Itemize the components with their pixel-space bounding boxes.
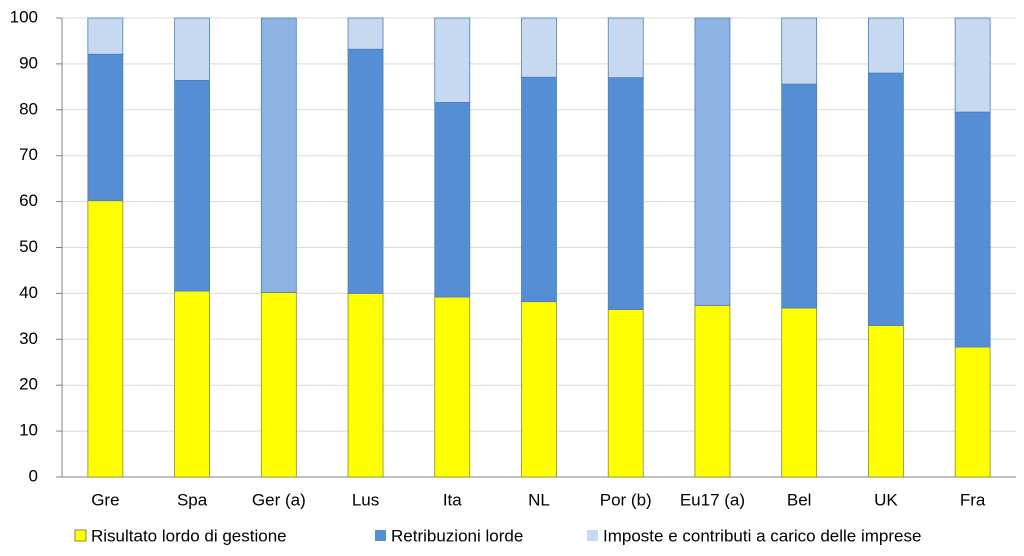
bar-segment bbox=[434, 102, 471, 298]
x-tick-label: Bel bbox=[787, 490, 812, 509]
x-tick-label: Ger (a) bbox=[252, 490, 306, 509]
legend-label: Risultato lordo di gestione bbox=[91, 526, 287, 545]
x-tick-label: NL bbox=[528, 490, 550, 509]
x-tick-label: Spa bbox=[177, 490, 208, 509]
legend-swatch bbox=[375, 530, 386, 541]
bar-segment bbox=[954, 111, 991, 348]
bar-segment bbox=[347, 17, 384, 50]
bar-segment bbox=[694, 17, 731, 306]
bar-segment bbox=[781, 307, 818, 478]
bar-segment bbox=[87, 200, 124, 478]
legend-label: Retribuzioni lorde bbox=[391, 526, 523, 545]
bar-segment bbox=[347, 48, 384, 294]
bar-segment bbox=[521, 301, 557, 478]
bar-segment bbox=[521, 17, 557, 78]
x-tick-label: Fra bbox=[960, 490, 986, 509]
legend-swatch bbox=[587, 530, 598, 541]
bar-segment bbox=[954, 346, 991, 478]
bar-segment bbox=[607, 77, 644, 310]
bar-segment bbox=[868, 17, 904, 74]
y-tick-label: 20 bbox=[19, 375, 38, 394]
bar-segment bbox=[781, 83, 818, 309]
bar-segment bbox=[694, 304, 731, 478]
x-tick-label: Gre bbox=[91, 490, 119, 509]
y-tick-label: 100 bbox=[10, 7, 38, 26]
y-tick-label: 50 bbox=[19, 237, 38, 256]
legend-swatch bbox=[74, 529, 87, 542]
bar-segment bbox=[174, 80, 210, 292]
bar-segment bbox=[87, 53, 124, 202]
y-tick-label: 90 bbox=[19, 53, 38, 72]
bar-segment bbox=[434, 296, 471, 478]
y-tick-label: 80 bbox=[19, 99, 38, 118]
x-tick-label: Por (b) bbox=[600, 490, 652, 509]
bar-segment bbox=[954, 17, 991, 113]
bar-segment bbox=[781, 17, 818, 85]
bar-segment bbox=[868, 72, 904, 326]
y-tick-label: 60 bbox=[19, 191, 38, 210]
y-tick-label: 30 bbox=[19, 329, 38, 348]
y-tick-label: 0 bbox=[29, 466, 38, 485]
x-tick-label: UK bbox=[874, 490, 898, 509]
bar-segment bbox=[174, 290, 210, 478]
legend-label: Imposte e contributi a carico delle impr… bbox=[603, 526, 921, 545]
x-tick-label: Lus bbox=[352, 490, 379, 509]
x-tick-label: Ita bbox=[443, 490, 462, 509]
bar-segment bbox=[521, 76, 557, 303]
bar-segment bbox=[607, 17, 644, 79]
bar-segment bbox=[347, 292, 384, 478]
y-tick-label: 70 bbox=[19, 145, 38, 164]
bar-segment bbox=[260, 292, 297, 478]
y-tick-label: 40 bbox=[19, 283, 38, 302]
bar-segment bbox=[434, 17, 471, 103]
bar-segment bbox=[174, 17, 210, 81]
bar-segment bbox=[868, 325, 904, 478]
bar-segment bbox=[260, 17, 297, 293]
y-tick-label: 10 bbox=[19, 421, 38, 440]
x-tick-label: Eu17 (a) bbox=[680, 490, 745, 509]
bar-segment bbox=[87, 17, 124, 55]
bar-segment bbox=[607, 309, 644, 478]
